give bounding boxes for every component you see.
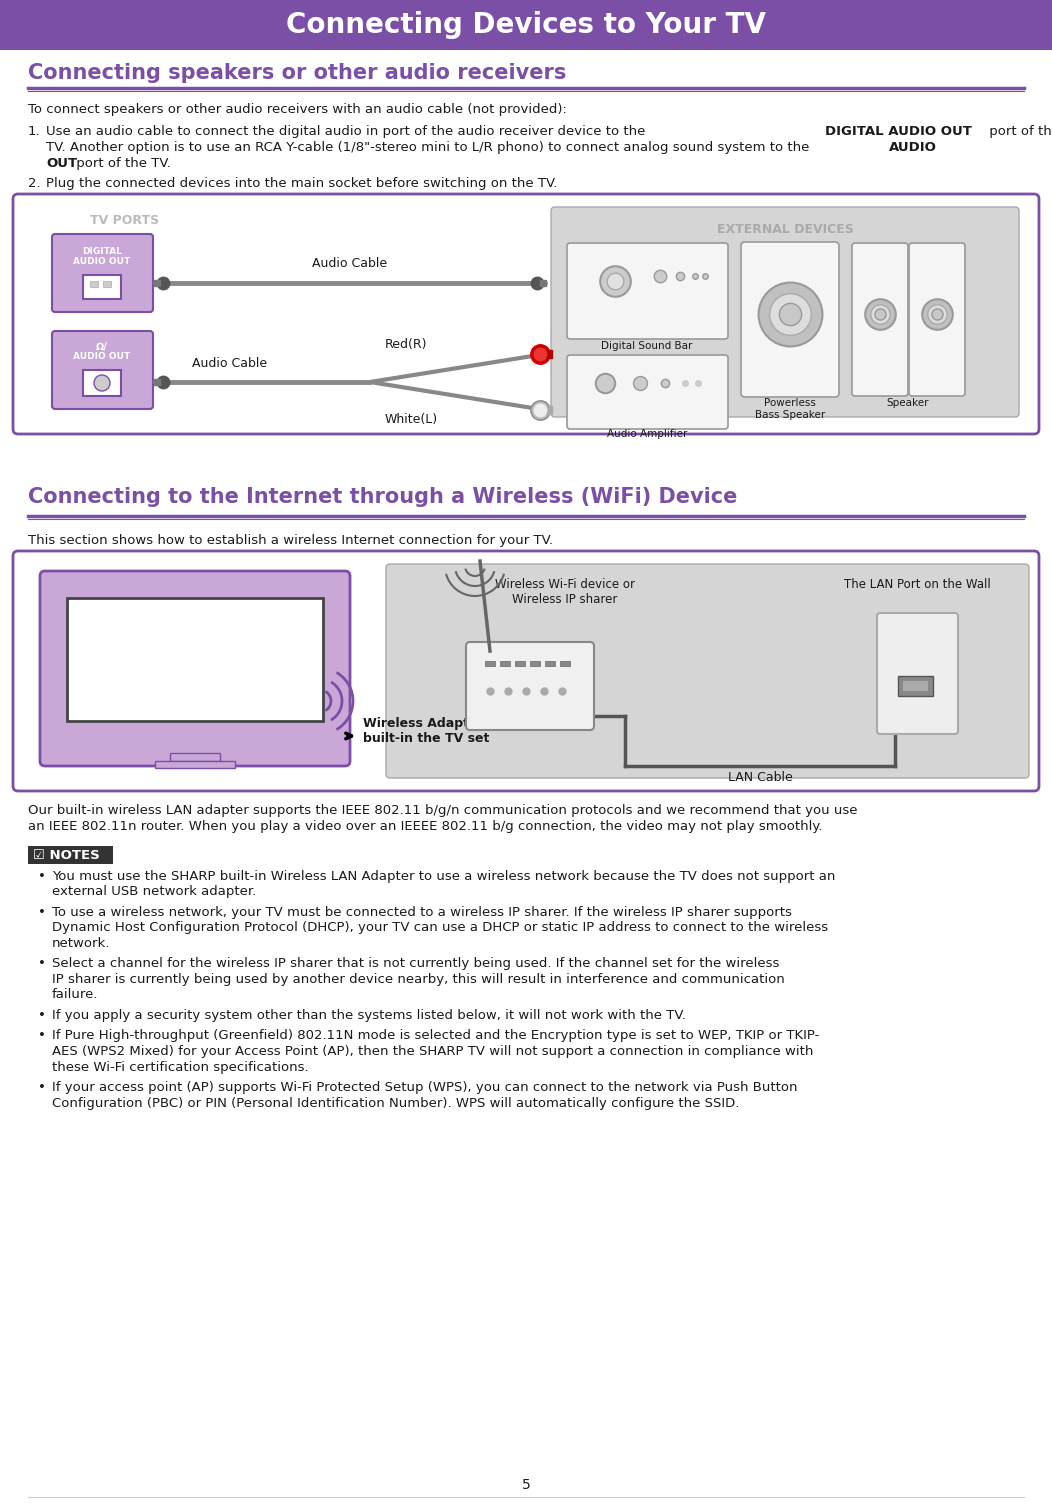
Text: LAN Cable: LAN Cable — [728, 771, 792, 785]
Text: Red(R): Red(R) — [385, 338, 427, 352]
Text: Use an audio cable to connect the digital audio in port of the audio receiver de: Use an audio cable to connect the digita… — [46, 125, 650, 137]
Bar — [103, 281, 112, 287]
Bar — [515, 661, 525, 665]
Text: •: • — [38, 1029, 46, 1043]
Text: Plug the connected devices into the main socket before switching on the TV.: Plug the connected devices into the main… — [46, 177, 558, 190]
Circle shape — [94, 376, 110, 391]
FancyBboxPatch shape — [551, 207, 1019, 416]
Text: •: • — [38, 958, 46, 970]
Text: failure.: failure. — [52, 988, 99, 1002]
Text: IP sharer is currently being used by another device nearby, this will result in : IP sharer is currently being used by ano… — [52, 973, 785, 985]
Text: 1.: 1. — [28, 125, 41, 137]
Text: TV PORTS: TV PORTS — [90, 214, 159, 226]
Text: White(L): White(L) — [385, 413, 438, 426]
Text: AES (WPS2 Mixed) for your Access Point (AP), then the SHARP TV will not support : AES (WPS2 Mixed) for your Access Point (… — [52, 1046, 813, 1058]
Text: Connecting Devices to Your TV: Connecting Devices to Your TV — [286, 11, 766, 39]
Text: Our built-in wireless LAN adapter supports the IEEE 802.11 b/g/n communication p: Our built-in wireless LAN adapter suppor… — [28, 804, 857, 816]
Text: •: • — [38, 1010, 46, 1022]
FancyBboxPatch shape — [567, 243, 728, 340]
Text: OUT: OUT — [46, 157, 77, 171]
FancyBboxPatch shape — [741, 241, 839, 397]
FancyBboxPatch shape — [13, 551, 1039, 791]
Bar — [67, 598, 323, 721]
Bar — [83, 370, 121, 395]
FancyBboxPatch shape — [52, 234, 153, 312]
FancyBboxPatch shape — [466, 641, 594, 730]
Text: Connecting to the Internet through a Wireless (WiFi) Device: Connecting to the Internet through a Wir… — [28, 487, 737, 507]
FancyBboxPatch shape — [40, 570, 350, 767]
Bar — [83, 275, 121, 299]
Text: Audio Amplifier: Audio Amplifier — [607, 429, 687, 439]
Text: port of the TV.: port of the TV. — [72, 157, 170, 171]
Text: To connect speakers or other audio receivers with an audio cable (not provided):: To connect speakers or other audio recei… — [28, 103, 567, 116]
Bar — [903, 681, 928, 691]
Text: 5: 5 — [522, 1477, 530, 1492]
Bar — [530, 661, 540, 665]
FancyBboxPatch shape — [13, 195, 1039, 435]
Text: Connecting speakers or other audio receivers: Connecting speakers or other audio recei… — [28, 63, 566, 83]
Text: an IEEE 802.11n router. When you play a video over an IEEEE 802.11 b/g connectio: an IEEE 802.11n router. When you play a … — [28, 819, 823, 833]
Text: Audio Cable: Audio Cable — [312, 257, 387, 270]
Bar — [90, 281, 98, 287]
Text: Wireless Wi-Fi device or
Wireless IP sharer: Wireless Wi-Fi device or Wireless IP sha… — [495, 578, 635, 607]
Text: external USB network adapter.: external USB network adapter. — [52, 886, 257, 898]
Text: To use a wireless network, your TV must be connected to a wireless IP sharer. If: To use a wireless network, your TV must … — [52, 905, 792, 919]
Text: Speaker: Speaker — [887, 398, 929, 407]
Text: If your access point (AP) supports Wi-Fi Protected Setup (WPS), you can connect : If your access point (AP) supports Wi-Fi… — [52, 1080, 797, 1094]
Text: •: • — [38, 1080, 46, 1094]
Text: port of the: port of the — [985, 125, 1052, 137]
Text: The LAN Port on the Wall: The LAN Port on the Wall — [844, 578, 990, 592]
Bar — [500, 661, 510, 665]
FancyBboxPatch shape — [909, 243, 965, 395]
Text: ☑ NOTES: ☑ NOTES — [33, 848, 100, 862]
Bar — [560, 661, 570, 665]
Text: EXTERNAL DEVICES: EXTERNAL DEVICES — [716, 223, 853, 235]
Text: AUDIO OUT: AUDIO OUT — [74, 257, 130, 266]
Text: Wireless Adapter
built-in the TV set: Wireless Adapter built-in the TV set — [363, 717, 489, 745]
Bar — [485, 661, 495, 665]
Bar — [155, 761, 235, 768]
FancyBboxPatch shape — [567, 355, 728, 429]
Text: DIGITAL: DIGITAL — [82, 247, 122, 257]
Text: Powerless
Bass Speaker: Powerless Bass Speaker — [755, 398, 825, 420]
Text: If Pure High-throughput (Greenfield) 802.11N mode is selected and the Encryption: If Pure High-throughput (Greenfield) 802… — [52, 1029, 820, 1043]
FancyBboxPatch shape — [52, 330, 153, 409]
Bar — [898, 676, 933, 696]
Text: network.: network. — [52, 937, 110, 951]
Text: •: • — [38, 871, 46, 883]
Text: TV. Another option is to use an RCA Y-cable (1/8"-stereo mini to L/R phono) to c: TV. Another option is to use an RCA Y-ca… — [46, 140, 813, 154]
Text: Configuration (PBC) or PIN (Personal Identification Number). WPS will automatica: Configuration (PBC) or PIN (Personal Ide… — [52, 1097, 740, 1109]
Bar — [28, 847, 113, 865]
Text: 2.: 2. — [28, 177, 41, 190]
Text: Digital Sound Bar: Digital Sound Bar — [602, 341, 692, 352]
FancyBboxPatch shape — [877, 613, 958, 733]
Bar — [170, 753, 220, 761]
Text: Ω/: Ω/ — [96, 343, 108, 352]
Text: Audio Cable: Audio Cable — [193, 358, 267, 370]
Text: If you apply a security system other than the systems listed below, it will not : If you apply a security system other tha… — [52, 1010, 686, 1022]
FancyBboxPatch shape — [852, 243, 908, 395]
FancyBboxPatch shape — [386, 564, 1029, 779]
Text: Dynamic Host Configuration Protocol (DHCP), your TV can use a DHCP or static IP : Dynamic Host Configuration Protocol (DHC… — [52, 922, 828, 934]
Bar — [545, 661, 555, 665]
Text: •: • — [38, 905, 46, 919]
Text: Select a channel for the wireless IP sharer that is not currently being used. If: Select a channel for the wireless IP sha… — [52, 958, 780, 970]
Text: AUDIO OUT: AUDIO OUT — [74, 352, 130, 361]
Text: DIGITAL AUDIO OUT: DIGITAL AUDIO OUT — [825, 125, 972, 137]
Text: these Wi-Fi certification specifications.: these Wi-Fi certification specifications… — [52, 1061, 308, 1073]
Text: This section shows how to establish a wireless Internet connection for your TV.: This section shows how to establish a wi… — [28, 534, 553, 546]
Text: AUDIO: AUDIO — [889, 140, 937, 154]
Bar — [0, 0, 1052, 50]
Text: You must use the SHARP built-in Wireless LAN Adapter to use a wireless network b: You must use the SHARP built-in Wireless… — [52, 871, 835, 883]
